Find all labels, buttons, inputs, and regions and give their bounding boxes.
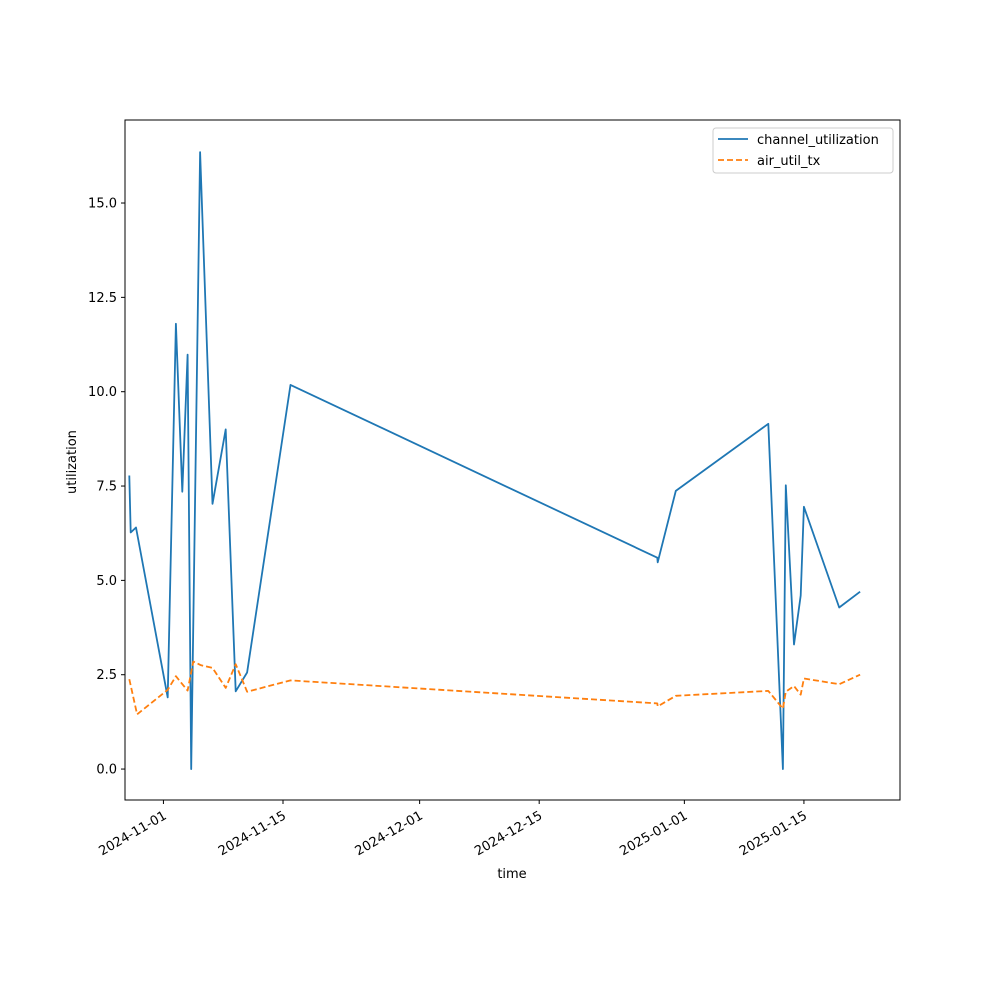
- y-tick-label: 2.5: [96, 668, 117, 683]
- y-axis: 0.0 2.5 5.0 7.5 10.0 12.5 15.0: [88, 197, 125, 778]
- y-tick-label: 10.0: [88, 385, 117, 400]
- plot-lines: [128, 151, 861, 770]
- y-tick-label: 12.5: [88, 291, 117, 306]
- legend-label: channel_utilization: [757, 133, 879, 148]
- x-tick-label: 2024-11-15: [216, 808, 289, 859]
- y-tick-label: 5.0: [96, 574, 117, 589]
- x-tick-label: 2024-12-01: [353, 808, 426, 859]
- y-tick-label: 15.0: [88, 197, 117, 212]
- y-tick-label: 7.5: [96, 480, 117, 495]
- legend-label: air_util_tx: [757, 154, 821, 169]
- x-tick-label: 2025-01-15: [737, 808, 810, 859]
- legend: channel_utilization air_util_tx: [712, 127, 894, 174]
- y-axis-label: utilization: [65, 430, 80, 494]
- legend-box: [712, 127, 894, 174]
- series-line-channel-utilization: [128, 151, 861, 770]
- x-tick-label: 2025-01-01: [617, 808, 690, 859]
- series-line-air-util-tx: [128, 660, 861, 716]
- x-tick-label: 2024-12-15: [472, 808, 545, 859]
- x-axis: 2024-11-01 2024-11-15 2024-12-01 2024-12-15…: [96, 800, 810, 859]
- x-axis-label: time: [497, 867, 526, 882]
- plot-frame: [124, 119, 901, 801]
- y-tick-label: 0.0: [96, 763, 117, 778]
- x-tick-label: 2024-11-01: [96, 808, 169, 859]
